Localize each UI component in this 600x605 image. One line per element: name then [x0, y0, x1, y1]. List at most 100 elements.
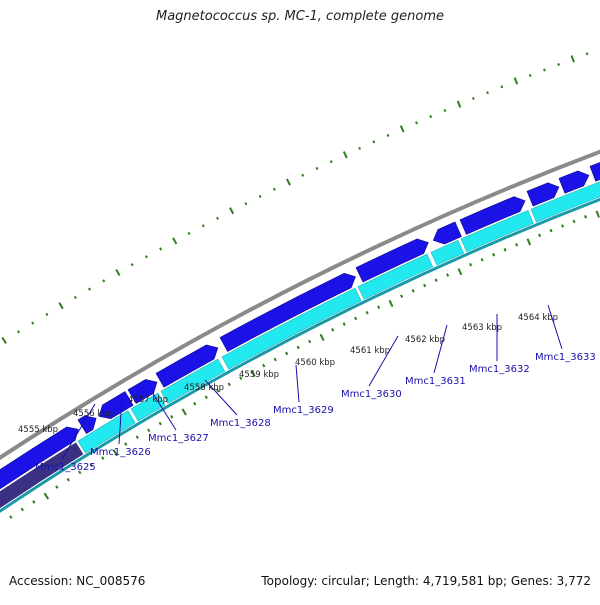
scale-label: 4559 kbp — [239, 370, 279, 380]
scale-tick — [194, 402, 195, 405]
scale-tick — [56, 486, 58, 489]
gene-label[interactable]: Mmc1_3632 — [469, 364, 530, 375]
scale-tick — [45, 493, 49, 499]
scale-tick — [390, 300, 393, 306]
scale-tick — [516, 244, 517, 247]
scale-tick — [229, 383, 230, 386]
gc-tick — [416, 122, 417, 124]
gc-tick — [230, 208, 233, 214]
gene-leader-line — [434, 325, 447, 373]
scale-tick — [413, 289, 414, 292]
gene-label[interactable]: Mmc1_3627 — [148, 433, 209, 444]
scale-tick — [447, 274, 448, 277]
scale-tick — [493, 253, 494, 256]
gc-tick — [401, 126, 404, 132]
gc-tick — [501, 86, 502, 88]
scale-label: 4555 kbp — [18, 425, 58, 435]
gc-tick — [89, 288, 90, 290]
genome-map-canvas: 4555 kbp 4556 kbp 4557 kbp 4558 kbp 4559 kbp… — [0, 0, 600, 600]
scale-tick — [298, 346, 299, 349]
scale-label: 4560 kbp — [295, 358, 335, 368]
scale-tick — [505, 248, 506, 251]
scale-tick — [551, 229, 552, 232]
gc-tick — [46, 313, 47, 315]
scale-tick — [183, 409, 186, 415]
gene-label[interactable]: Mmc1_3628 — [210, 418, 271, 429]
scale-tick — [459, 268, 462, 274]
gc-tick — [103, 280, 104, 282]
scale-tick — [275, 358, 276, 361]
gc-tick — [316, 167, 317, 169]
gene-label[interactable]: Mmc1_3631 — [405, 376, 466, 387]
gc-tick — [2, 337, 6, 343]
scale-label: 4561 kbp — [350, 346, 390, 356]
scale-tick — [470, 263, 471, 266]
scale-tick — [585, 215, 586, 218]
scale-tick — [367, 311, 368, 314]
gene-label[interactable]: Mmc1_3629 — [273, 405, 334, 416]
gc-tick — [146, 256, 147, 258]
gene-leader-line — [369, 336, 398, 386]
accession-text: Accession: NC_008576 — [9, 574, 145, 588]
gc-tick — [388, 134, 389, 136]
gene-label[interactable]: Mmc1_3630 — [341, 389, 402, 400]
scale-label: 4563 kbp — [462, 323, 502, 333]
gc-tick — [344, 152, 347, 158]
scale-tick — [125, 443, 127, 446]
scale-tick — [309, 340, 310, 343]
scale-tick — [436, 279, 437, 282]
gc-tick — [544, 69, 545, 71]
gene-label[interactable]: Mmc1_3625 — [35, 462, 96, 473]
gc-tick — [359, 147, 360, 149]
gc-tick — [75, 296, 76, 298]
gc-tick — [173, 238, 176, 244]
scale-tick — [33, 501, 35, 504]
scale-tick — [137, 436, 139, 439]
gc-tick — [18, 331, 19, 333]
scale-tick — [286, 352, 287, 355]
scale-tick — [263, 364, 264, 367]
scale-tick — [597, 211, 600, 218]
gc-tick — [274, 188, 275, 190]
gene-labels: Mmc1_3625Mmc1_3626Mmc1_3627Mmc1_3628Mmc1… — [35, 305, 596, 473]
map-title: Magnetococcus sp. MC-1, complete genome — [0, 9, 600, 24]
gc-tick — [59, 303, 63, 309]
scale-tick — [22, 508, 24, 511]
scale-tick — [321, 334, 324, 340]
gc-tick — [473, 97, 474, 99]
gene-label[interactable]: Mmc1_3626 — [90, 447, 151, 458]
gc-tick — [217, 217, 218, 219]
gc-tick — [444, 109, 445, 111]
scale-tick — [10, 516, 12, 518]
gc-tick — [558, 63, 559, 65]
scale-tick — [528, 239, 531, 245]
gc-tick — [373, 141, 374, 143]
gc-tick — [331, 161, 332, 163]
gene-leader-line — [548, 305, 562, 349]
scale-tick — [562, 225, 563, 228]
gc-tick — [203, 225, 204, 227]
scale-tick — [332, 328, 333, 331]
forward-gene — [590, 162, 600, 181]
scale-tick — [401, 295, 402, 298]
gc-tick — [245, 203, 246, 205]
gc-tick — [188, 232, 189, 234]
scale-tick — [148, 429, 150, 432]
scale-tick — [378, 306, 379, 309]
genome-map: 4555 kbp 4556 kbp 4557 kbp 4558 kbp 4559 kbp… — [0, 0, 600, 600]
gc-tick — [160, 248, 161, 250]
scale-label: 4557 kbp — [128, 395, 168, 405]
scale-tick — [424, 284, 425, 287]
scale-tick — [68, 478, 70, 481]
genome-summary-text: Topology: circular; Length: 4,719,581 bp… — [261, 574, 591, 588]
scale-label: 4562 kbp — [405, 335, 445, 345]
scale-tick — [171, 416, 173, 419]
gene-label[interactable]: Mmc1_3633 — [535, 352, 596, 363]
scale-tick — [344, 323, 345, 326]
scale-label: 4556 kbp — [73, 409, 113, 419]
scale-label: 4558 kbp — [184, 383, 224, 393]
scale-tick — [160, 422, 162, 425]
gc-tick — [515, 78, 518, 85]
gc-tick — [260, 195, 261, 197]
gc-tick — [302, 174, 303, 176]
